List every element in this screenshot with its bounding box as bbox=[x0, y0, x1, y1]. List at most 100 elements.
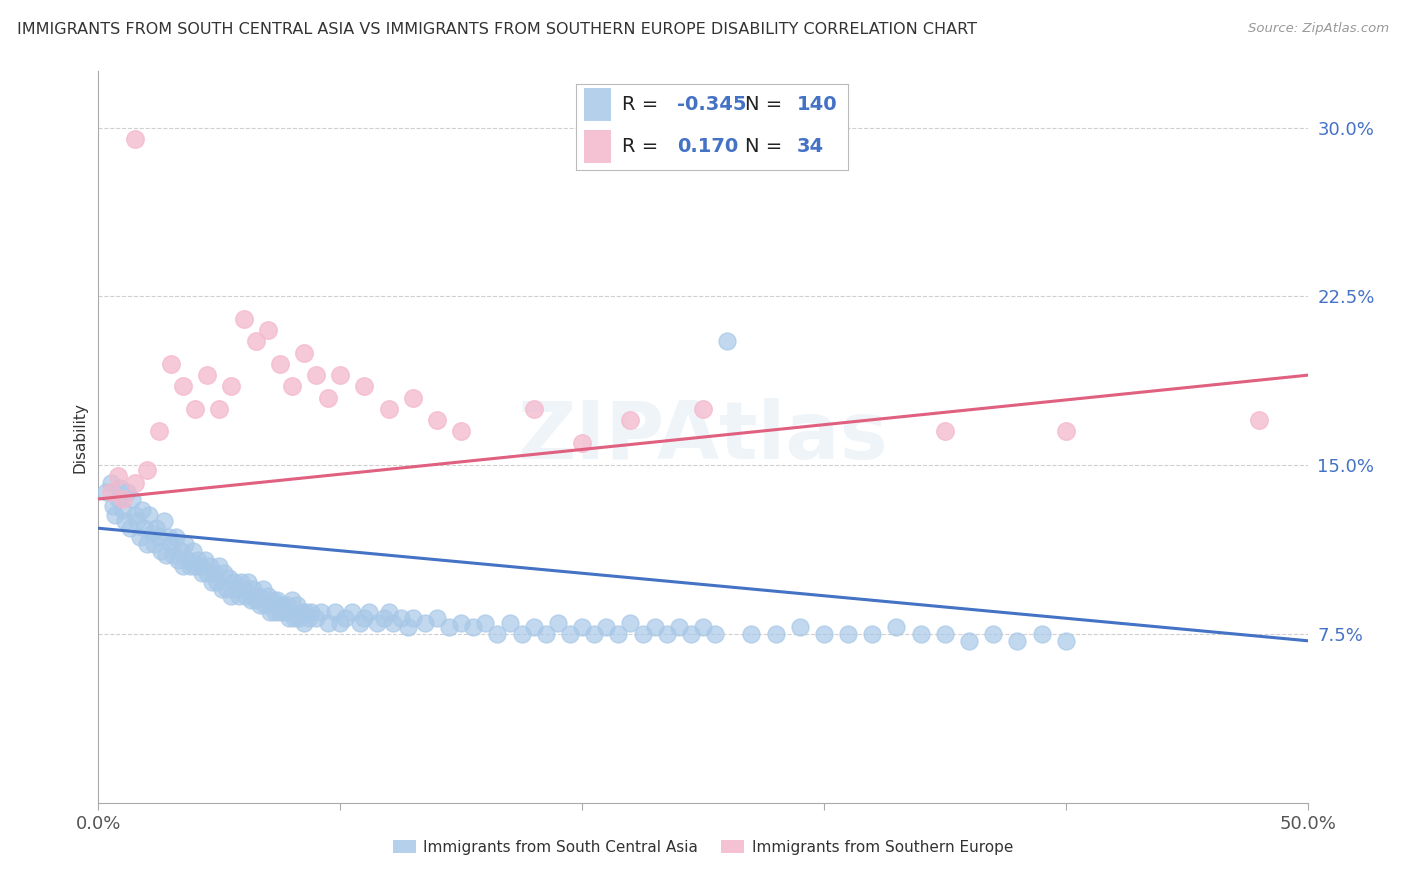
Point bbox=[510, 627, 533, 641]
Point bbox=[631, 627, 654, 641]
Point bbox=[184, 401, 207, 416]
Point bbox=[143, 537, 166, 551]
Point bbox=[107, 491, 129, 506]
Point bbox=[329, 368, 352, 383]
Point bbox=[359, 605, 381, 619]
Point bbox=[218, 571, 240, 585]
Point bbox=[148, 425, 170, 439]
Point bbox=[172, 379, 194, 393]
Point bbox=[121, 491, 143, 506]
Point bbox=[498, 615, 520, 630]
Point bbox=[679, 627, 702, 641]
Point bbox=[188, 559, 211, 574]
Point bbox=[131, 503, 153, 517]
Point bbox=[152, 515, 174, 529]
Point bbox=[837, 627, 859, 641]
Point bbox=[316, 615, 339, 630]
Point bbox=[201, 575, 224, 590]
Point bbox=[373, 611, 395, 625]
Point bbox=[239, 593, 262, 607]
Point bbox=[290, 605, 312, 619]
Point bbox=[740, 627, 762, 641]
Point bbox=[278, 611, 301, 625]
Point bbox=[194, 553, 217, 567]
Point bbox=[558, 627, 581, 641]
Point bbox=[179, 559, 201, 574]
Point bbox=[100, 476, 122, 491]
Point bbox=[124, 476, 146, 491]
Point bbox=[232, 582, 254, 596]
Point bbox=[235, 589, 257, 603]
Point bbox=[94, 485, 117, 500]
Point bbox=[191, 566, 214, 581]
Point bbox=[619, 413, 641, 427]
Point bbox=[100, 485, 122, 500]
Point bbox=[413, 615, 436, 630]
Point bbox=[211, 582, 233, 596]
Point bbox=[860, 627, 883, 641]
Point bbox=[228, 589, 250, 603]
Point bbox=[789, 620, 811, 634]
Point bbox=[225, 582, 247, 596]
Point bbox=[247, 589, 270, 603]
Point bbox=[172, 559, 194, 574]
Point bbox=[107, 469, 129, 483]
Point bbox=[174, 537, 197, 551]
Text: Source: ZipAtlas.com: Source: ZipAtlas.com bbox=[1249, 22, 1389, 36]
Point bbox=[1054, 633, 1077, 648]
Point bbox=[583, 627, 606, 641]
Point bbox=[114, 515, 136, 529]
Point bbox=[134, 521, 156, 535]
Point bbox=[377, 605, 399, 619]
Point bbox=[523, 620, 546, 634]
Point bbox=[668, 620, 690, 634]
Point bbox=[329, 615, 352, 630]
Point bbox=[221, 379, 243, 393]
Point bbox=[644, 620, 666, 634]
Point bbox=[1249, 413, 1271, 427]
Point bbox=[138, 508, 160, 522]
Point bbox=[765, 627, 787, 641]
Point bbox=[299, 605, 322, 619]
Point bbox=[957, 633, 980, 648]
Point bbox=[437, 620, 460, 634]
Point bbox=[342, 605, 364, 619]
Point bbox=[245, 593, 267, 607]
Point bbox=[402, 611, 425, 625]
Point bbox=[426, 413, 449, 427]
Point bbox=[910, 627, 932, 641]
Text: ZIPAtlas: ZIPAtlas bbox=[517, 398, 889, 476]
Point bbox=[571, 435, 593, 450]
Point bbox=[353, 611, 375, 625]
Point bbox=[167, 553, 190, 567]
Point bbox=[402, 391, 425, 405]
Point bbox=[124, 508, 146, 522]
Point bbox=[111, 491, 134, 506]
Point bbox=[221, 589, 243, 603]
Point bbox=[886, 620, 908, 634]
Point bbox=[463, 620, 485, 634]
Point bbox=[135, 463, 157, 477]
Point bbox=[208, 401, 231, 416]
Point bbox=[266, 593, 288, 607]
Point bbox=[285, 598, 308, 612]
Point bbox=[204, 566, 226, 581]
Point bbox=[1031, 627, 1053, 641]
Point bbox=[181, 543, 204, 558]
Point bbox=[222, 575, 245, 590]
Point bbox=[269, 357, 291, 371]
Point bbox=[127, 515, 149, 529]
Point bbox=[160, 537, 183, 551]
Point bbox=[450, 615, 472, 630]
Point bbox=[292, 615, 315, 630]
Point bbox=[288, 611, 311, 625]
Point bbox=[242, 582, 264, 596]
Point bbox=[104, 508, 127, 522]
Point bbox=[238, 575, 260, 590]
Point bbox=[128, 530, 150, 544]
Point bbox=[382, 615, 405, 630]
Point bbox=[704, 627, 727, 641]
Point bbox=[162, 548, 184, 562]
Point bbox=[813, 627, 835, 641]
Point bbox=[124, 132, 146, 146]
